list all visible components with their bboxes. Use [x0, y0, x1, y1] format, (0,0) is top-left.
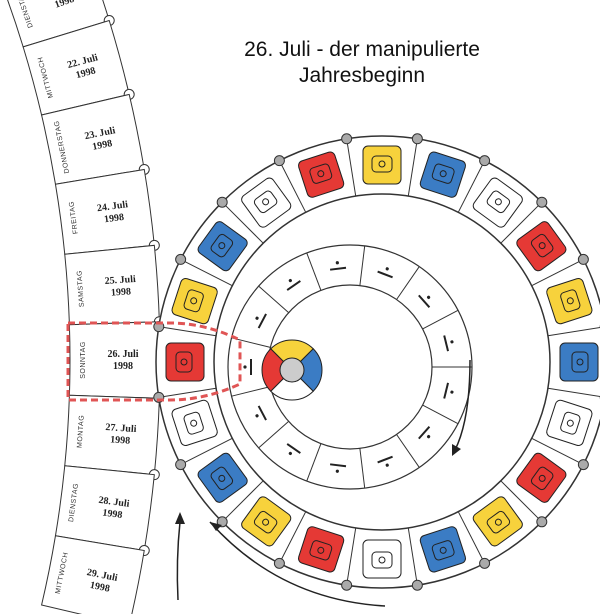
glyph: [560, 343, 598, 381]
knob: [217, 197, 227, 207]
glyph-box: [166, 343, 204, 381]
knob: [412, 134, 422, 144]
glyph: [166, 343, 204, 381]
glyph: [363, 540, 401, 578]
knob: [480, 156, 490, 166]
title-line: Jahresbeginn: [299, 64, 425, 87]
calendar-diagram: 26. Juli - der manipulierte Jahresbeginn…: [0, 0, 600, 614]
day-year: 1998: [113, 361, 133, 372]
day-date: 26. Juli: [107, 349, 138, 360]
glyph: [363, 146, 401, 184]
center-hub: [280, 358, 304, 382]
day-date: 27. Juli: [105, 422, 137, 435]
knob: [176, 460, 186, 470]
knob: [480, 558, 490, 568]
glyph-box: [363, 146, 401, 184]
knob: [412, 580, 422, 590]
wheel: [154, 134, 600, 590]
knob: [342, 580, 352, 590]
arrow-head: [175, 512, 185, 524]
knob: [578, 254, 588, 264]
glyph-box: [560, 343, 598, 381]
knob: [537, 197, 547, 207]
day-year: 1998: [110, 434, 131, 446]
knob: [342, 134, 352, 144]
day-date: 25. Juli: [104, 274, 136, 287]
knob: [274, 558, 284, 568]
date-strip: 21. Juli1998DIENSTAG22. Juli1998MITTWOCH…: [0, 0, 164, 614]
weekday: SONNTAG: [80, 341, 87, 379]
glyph-box: [363, 540, 401, 578]
numeral-dot: [243, 365, 246, 368]
arrow: [177, 522, 180, 600]
day-year: 1998: [111, 286, 132, 298]
knob: [274, 156, 284, 166]
weekday-label: SONNTAG: [80, 341, 87, 379]
knob: [176, 254, 186, 264]
knob: [578, 460, 588, 470]
title-line: 26. Juli - der manipulierte: [244, 38, 480, 61]
knob: [537, 517, 547, 527]
